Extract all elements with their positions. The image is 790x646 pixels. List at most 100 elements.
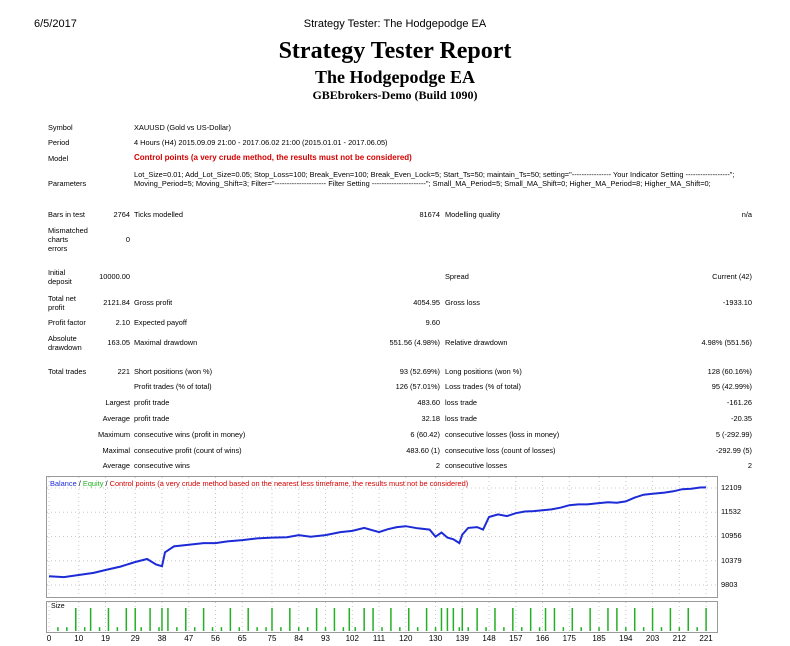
expected-payoff-label: Expected payoff — [134, 318, 187, 327]
y-tick-label: 9803 — [721, 580, 738, 589]
size-bar — [425, 608, 428, 631]
size-bar — [75, 608, 77, 631]
ticks-label: Ticks modelled — [134, 210, 184, 219]
mismatch-value: 0 — [125, 235, 130, 244]
x-tick-label: 84 — [294, 634, 304, 643]
profit-trades-value: 126 (57.01%) — [395, 382, 440, 391]
size-bar — [211, 627, 214, 631]
x-tick-label: 194 — [619, 634, 633, 643]
server-build: GBEbrokers-Demo (Build 1090) — [312, 88, 478, 102]
size-bar — [553, 608, 556, 631]
max-cons-losses-value: 5 (-292.99) — [715, 430, 752, 439]
model-value: Control points (a very crude method, the… — [134, 153, 412, 162]
size-bar — [289, 608, 291, 631]
initial-deposit-value: 10000.00 — [99, 272, 130, 281]
size-bar — [280, 627, 282, 631]
balance-chart — [46, 476, 718, 598]
size-bar — [434, 627, 437, 631]
balance-chart-svg — [47, 477, 717, 597]
expected-payoff-value: 9.60 — [425, 318, 440, 327]
size-bar — [315, 608, 318, 631]
x-tick-label: 47 — [184, 634, 194, 643]
size-bar — [562, 627, 565, 631]
ea-name: The Hodgepodge EA — [314, 67, 476, 87]
size-bar — [538, 627, 541, 631]
size-bar — [520, 627, 523, 631]
size-bar — [116, 627, 119, 631]
x-tick-label: 130 — [428, 634, 443, 643]
maximal-profit-value: 483.60 (1) — [406, 446, 440, 455]
long-positions-value: 128 (60.16%) — [707, 367, 752, 376]
x-tick-label: 56 — [211, 634, 220, 643]
largest-profit-label: profit trade — [134, 398, 170, 407]
size-bar — [589, 608, 591, 631]
gross-loss-label: Gross loss — [445, 298, 480, 307]
bars-label: Bars in test — [48, 210, 85, 219]
period-value: 4 Hours (H4) 2015.09.09 21:00 - 2017.06.… — [134, 138, 388, 147]
x-tick-label: 93 — [321, 634, 330, 643]
x-tick-label: 139 — [455, 634, 469, 643]
size-bar — [372, 608, 374, 631]
size-bar — [247, 608, 249, 631]
size-chart-svg — [48, 602, 707, 632]
avg-cons-wins-value: 2 — [435, 461, 440, 470]
gross-loss-value: -1933.10 — [722, 298, 752, 307]
size-bar — [193, 627, 196, 631]
largest-loss-value: -161.26 — [726, 398, 752, 407]
max-cons-wins-label: consecutive wins (profit in money) — [134, 430, 246, 439]
size-bar — [134, 608, 136, 631]
size-bar — [607, 608, 609, 631]
report-title: Strategy Tester Report — [278, 38, 512, 64]
size-bar — [696, 627, 698, 631]
profit-trades-label: Profit trades (% of total) — [134, 382, 212, 391]
short-positions-label: Short positions (won %) — [134, 367, 213, 376]
size-bar — [476, 608, 478, 631]
legend-sep-2: / — [103, 479, 110, 488]
largest-profit-value: 483.60 — [417, 398, 440, 407]
x-tick-label: 203 — [645, 634, 660, 643]
page-header-title: Strategy Tester: The Hodgepodge EA — [303, 18, 487, 30]
size-bar — [149, 608, 151, 631]
x-tick-label: 111 — [372, 634, 386, 643]
size-bar — [544, 608, 547, 631]
abs-dd-value: 163.05 — [107, 338, 130, 347]
max-cons-wins-value: 6 (60.42) — [410, 430, 440, 439]
size-bar — [446, 608, 449, 631]
symbol-label: Symbol — [48, 123, 73, 132]
long-positions-label: Long positions (won %) — [445, 367, 522, 376]
avg-cons-wins-label: consecutive wins — [134, 461, 190, 470]
size-bar — [176, 627, 178, 631]
x-tick-label: 29 — [130, 634, 140, 643]
loss-trades-value: 95 (42.99%) — [711, 382, 752, 391]
initial-deposit-label-1: Initial — [48, 268, 66, 277]
size-bar — [363, 608, 365, 631]
size-bar — [238, 627, 241, 631]
size-bar — [458, 627, 461, 631]
model-label: Model — [48, 154, 69, 163]
x-tick-label: 175 — [562, 634, 576, 643]
size-bar — [298, 627, 300, 631]
x-tick-label: 148 — [482, 634, 496, 643]
size-bar — [485, 627, 487, 631]
legend-equity: Equity — [82, 479, 104, 488]
size-bar — [66, 627, 68, 631]
size-bar — [633, 608, 636, 631]
size-bar — [467, 627, 469, 631]
avg-label: Average — [102, 461, 130, 470]
size-bar — [185, 608, 187, 631]
profit-factor-label: Profit factor — [48, 318, 86, 327]
total-trades-value: 221 — [117, 367, 130, 376]
average-label: Average — [102, 414, 130, 423]
largest-loss-label: loss trade — [445, 398, 478, 407]
total-net-value: 2121.84 — [103, 298, 130, 307]
x-tick-label: 157 — [509, 634, 523, 643]
size-bar — [89, 608, 92, 631]
x-tick-label: 212 — [672, 634, 686, 643]
x-tick-label: 185 — [592, 634, 606, 643]
chart-legend: Balance / Equity / Control points (a ver… — [50, 479, 468, 488]
size-bar — [399, 627, 401, 631]
size-bar — [390, 608, 392, 631]
size-bar — [598, 627, 600, 631]
gross-profit-value: 4054.95 — [413, 298, 440, 307]
size-bar — [461, 608, 464, 631]
